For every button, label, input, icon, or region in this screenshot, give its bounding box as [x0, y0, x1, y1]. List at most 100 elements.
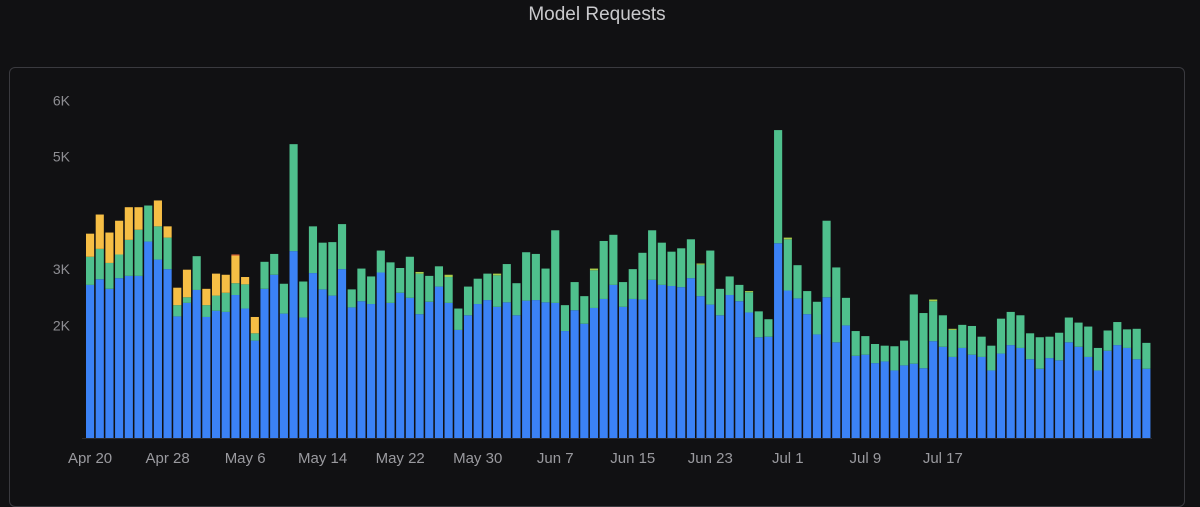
bar-segment[interactable]	[260, 288, 269, 438]
bar-segment[interactable]	[609, 284, 618, 438]
bar-segment[interactable]	[337, 224, 347, 270]
bar-segment[interactable]	[308, 273, 318, 438]
bar-segment[interactable]	[124, 239, 133, 276]
bar-segment[interactable]	[1016, 347, 1025, 438]
bar-segment[interactable]	[919, 368, 928, 438]
bar-segment[interactable]	[560, 331, 569, 438]
bar-segment[interactable]	[1035, 337, 1044, 369]
bar-segment[interactable]	[1093, 347, 1102, 371]
bar-segment[interactable]	[250, 333, 259, 341]
bar-segment[interactable]	[531, 300, 540, 438]
bar-segment[interactable]	[260, 261, 269, 289]
bar-segment[interactable]	[929, 301, 938, 342]
bar-segment[interactable]	[86, 256, 95, 285]
bar-segment[interactable]	[870, 344, 880, 364]
bar-segment[interactable]	[134, 229, 143, 276]
bar-segment[interactable]	[793, 298, 802, 438]
bar-segment[interactable]	[880, 361, 889, 438]
bar-segment[interactable]	[1064, 317, 1073, 343]
bar-segment[interactable]	[754, 311, 763, 338]
bar-segment[interactable]	[948, 328, 957, 330]
bar-segment[interactable]	[580, 323, 589, 438]
bar-segment[interactable]	[473, 304, 482, 438]
bar-segment[interactable]	[996, 353, 1006, 438]
bar-segment[interactable]	[202, 288, 211, 306]
bar-segment[interactable]	[1055, 332, 1064, 361]
bar-segment[interactable]	[241, 284, 250, 309]
bar-segment[interactable]	[803, 314, 812, 438]
bar-segment[interactable]	[192, 289, 201, 438]
bar-segment[interactable]	[144, 205, 153, 242]
bar-segment[interactable]	[774, 243, 783, 438]
bar-segment[interactable]	[1122, 329, 1132, 348]
bar-segment[interactable]	[221, 311, 230, 438]
bar-segment[interactable]	[744, 312, 754, 438]
bar-segment[interactable]	[948, 356, 957, 438]
bar-segment[interactable]	[231, 255, 240, 284]
bar-segment[interactable]	[861, 354, 870, 438]
bar-segment[interactable]	[929, 299, 938, 302]
bar-segment[interactable]	[115, 278, 124, 438]
bar-segment[interactable]	[1113, 345, 1122, 438]
bar-segment[interactable]	[725, 276, 734, 296]
bar-segment[interactable]	[735, 284, 744, 302]
bar-segment[interactable]	[628, 269, 637, 299]
bar-segment[interactable]	[115, 220, 124, 255]
bar-segment[interactable]	[958, 324, 967, 348]
bar-segment[interactable]	[1084, 356, 1093, 438]
bar-segment[interactable]	[851, 355, 860, 438]
bar-segment[interactable]	[173, 305, 182, 317]
bar-segment[interactable]	[289, 144, 298, 252]
bar-segment[interactable]	[599, 298, 608, 438]
bar-segment[interactable]	[211, 310, 221, 438]
bar-segment[interactable]	[299, 317, 308, 438]
bar-segment[interactable]	[357, 301, 366, 438]
bar-segment[interactable]	[851, 331, 860, 356]
bar-segment[interactable]	[1103, 330, 1112, 351]
bar-segment[interactable]	[677, 287, 686, 438]
bar-segment[interactable]	[1074, 346, 1083, 438]
bar-segment[interactable]	[1064, 342, 1073, 438]
bar-segment[interactable]	[144, 241, 153, 438]
bar-segment[interactable]	[279, 283, 288, 314]
bar-segment[interactable]	[764, 319, 773, 337]
bar-segment[interactable]	[1093, 370, 1102, 438]
bar-segment[interactable]	[415, 314, 424, 438]
bar-segment[interactable]	[153, 200, 162, 227]
bar-segment[interactable]	[483, 273, 492, 301]
bar-segment[interactable]	[1006, 345, 1015, 438]
bar-segment[interactable]	[221, 292, 230, 312]
bar-segment[interactable]	[454, 308, 463, 330]
bar-segment[interactable]	[619, 306, 628, 438]
bar-segment[interactable]	[657, 284, 666, 438]
bar-segment[interactable]	[541, 268, 550, 303]
bar-segment[interactable]	[890, 370, 899, 438]
bar-segment[interactable]	[493, 273, 502, 276]
bar-segment[interactable]	[725, 295, 734, 438]
bar-segment[interactable]	[289, 251, 298, 438]
bar-segment[interactable]	[589, 307, 599, 438]
bar-segment[interactable]	[153, 259, 162, 438]
bar-segment[interactable]	[754, 337, 763, 438]
bar-segment[interactable]	[803, 291, 812, 315]
bar-segment[interactable]	[396, 268, 405, 293]
bar-segment[interactable]	[415, 273, 424, 315]
bar-segment[interactable]	[832, 342, 841, 438]
bar-segment[interactable]	[1132, 359, 1141, 438]
bar-segment[interactable]	[822, 220, 831, 298]
bar-segment[interactable]	[657, 242, 666, 285]
bar-segment[interactable]	[609, 234, 618, 285]
bar-segment[interactable]	[182, 302, 192, 438]
bar-segment[interactable]	[318, 289, 327, 438]
bar-segment[interactable]	[367, 276, 376, 305]
bar-segment[interactable]	[793, 265, 802, 299]
bar-segment[interactable]	[483, 300, 492, 438]
bar-segment[interactable]	[570, 282, 579, 311]
bar-segment[interactable]	[444, 302, 453, 438]
bar-segment[interactable]	[415, 271, 424, 274]
bar-segment[interactable]	[105, 232, 114, 263]
bar-segment[interactable]	[1016, 315, 1025, 348]
bar-segment[interactable]	[463, 315, 473, 438]
bar-segment[interactable]	[958, 347, 967, 438]
bar-segment[interactable]	[1132, 328, 1141, 360]
